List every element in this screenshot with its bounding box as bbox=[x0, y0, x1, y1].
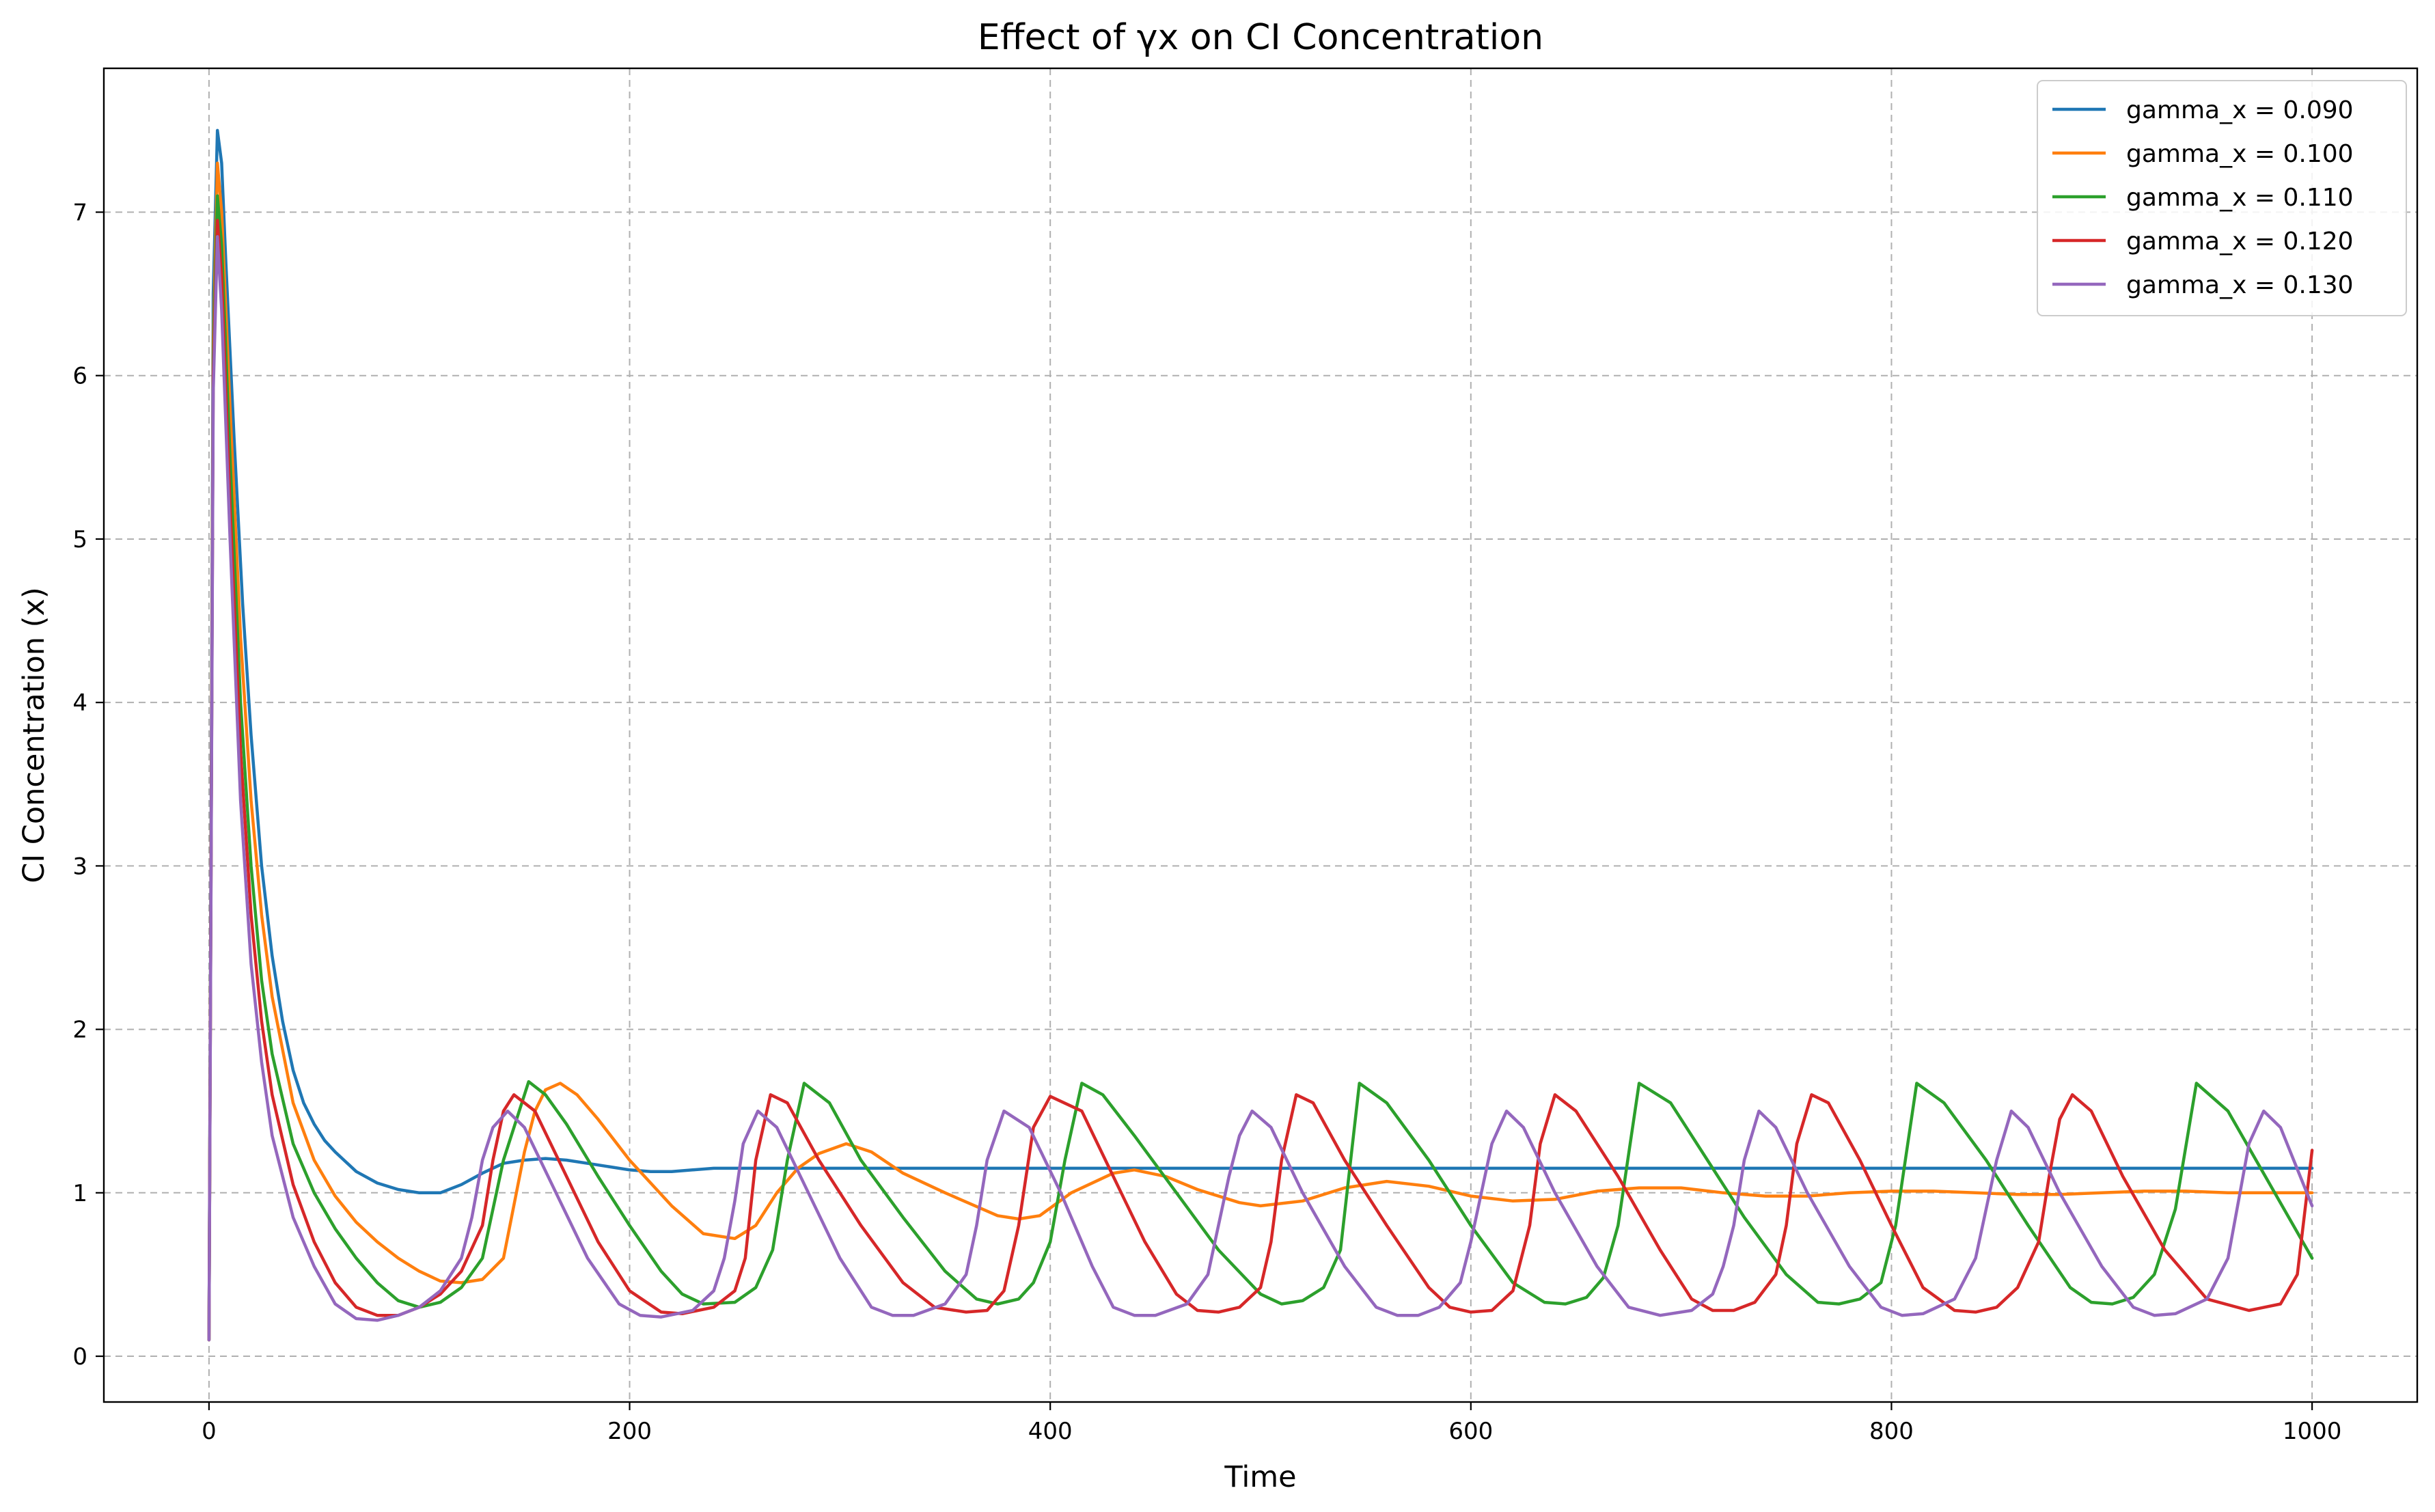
y-axis-ticks: 0 1 2 3 4 5 6 7 bbox=[72, 200, 104, 1371]
y-tick-label: 0 bbox=[72, 1343, 87, 1371]
y-tick-label: 5 bbox=[72, 526, 87, 553]
x-tick-label: 0 bbox=[202, 1418, 217, 1445]
y-tick-label: 7 bbox=[72, 200, 87, 227]
series-lines bbox=[207, 128, 2314, 1342]
x-tick-label: 600 bbox=[1448, 1418, 1493, 1445]
series-line-1 bbox=[207, 128, 2314, 1342]
series-line-2 bbox=[207, 161, 2314, 1342]
y-axis-label: CI Concentration (x) bbox=[17, 587, 51, 883]
legend-label: gamma_x = 0.100 bbox=[2126, 140, 2354, 168]
x-tick-label: 400 bbox=[1028, 1418, 1073, 1445]
x-tick-label: 1000 bbox=[2283, 1418, 2342, 1445]
legend-label: gamma_x = 0.130 bbox=[2126, 271, 2354, 299]
x-axis-label: Time bbox=[1224, 1460, 1296, 1494]
y-tick-label: 1 bbox=[72, 1180, 87, 1207]
legend: gamma_x = 0.090 gamma_x = 0.100 gamma_x = … bbox=[2037, 80, 2407, 316]
x-axis-ticks: 0 200 400 600 800 1000 bbox=[202, 1402, 2341, 1445]
series-line-5 bbox=[207, 235, 2314, 1342]
y-tick-label: 4 bbox=[72, 689, 87, 717]
plot-frame bbox=[102, 67, 2419, 1403]
legend-label: gamma_x = 0.120 bbox=[2126, 228, 2354, 256]
series-line-3 bbox=[207, 194, 2314, 1342]
legend-label: gamma_x = 0.090 bbox=[2126, 96, 2354, 124]
y-tick-label: 6 bbox=[72, 363, 87, 390]
series-line-4 bbox=[207, 219, 2314, 1342]
y-tick-label: 3 bbox=[72, 853, 87, 880]
y-tick-label: 2 bbox=[72, 1017, 87, 1044]
x-tick-label: 800 bbox=[1869, 1418, 1914, 1445]
grid bbox=[104, 68, 2417, 1402]
chart-title: Effect of γx on CI Concentration bbox=[978, 17, 1543, 58]
legend-box bbox=[2037, 80, 2407, 316]
legend-label: gamma_x = 0.110 bbox=[2126, 184, 2354, 212]
x-tick-label: 200 bbox=[607, 1418, 652, 1445]
